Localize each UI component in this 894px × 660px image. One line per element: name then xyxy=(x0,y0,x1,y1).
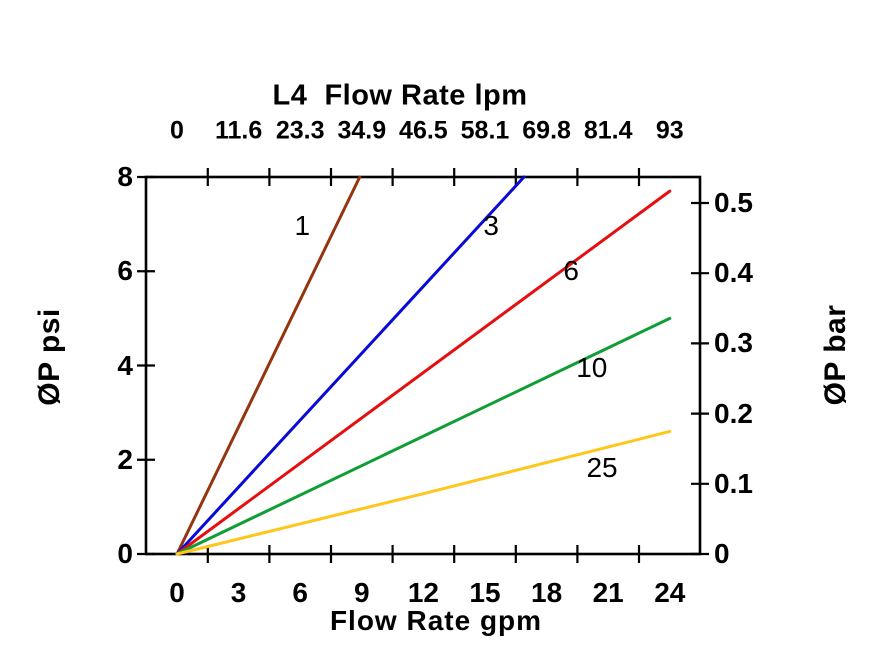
x-tick-label: 0 xyxy=(169,577,185,608)
y-right-axis-title: ØP bar xyxy=(819,304,852,406)
y-right-tick-label: 0 xyxy=(714,538,730,569)
y-right-tick-label: 0.2 xyxy=(714,397,753,429)
top-tick-label: 46.5 xyxy=(399,116,448,145)
x-tick-label: 6 xyxy=(292,577,308,608)
series-label-1: 1 xyxy=(294,210,311,242)
y-right-tick-label: 0.5 xyxy=(714,187,753,218)
y-left-axis-title: ØP psi xyxy=(33,308,66,406)
top-tick-label: 69.8 xyxy=(522,116,571,145)
y-left-tick-label: 6 xyxy=(117,255,133,287)
x-tick-label: 15 xyxy=(469,577,501,608)
series-line-1 xyxy=(175,175,362,556)
x-tick-label: 9 xyxy=(354,577,370,608)
y-left-tick-label: 4 xyxy=(117,349,133,381)
y-right-tick-label: 0.3 xyxy=(714,327,753,359)
top-tick-label: 0 xyxy=(170,116,184,145)
y-left-tick-label: 0 xyxy=(117,538,133,569)
series-line-3 xyxy=(175,175,526,556)
y-left-tick-label: 2 xyxy=(117,443,133,475)
x-tick-label: 24 xyxy=(654,577,686,608)
top-tick-label: 58.1 xyxy=(460,116,510,145)
x-tick-label: 21 xyxy=(592,577,624,608)
y-left-tick-label: 8 xyxy=(117,161,133,192)
series-line-25 xyxy=(175,429,672,556)
top-axis-title: L4 Flow Rate lpm xyxy=(272,79,528,112)
series-line-6 xyxy=(175,189,672,556)
y-right-tick-label: 0.1 xyxy=(714,467,753,499)
series-line-10 xyxy=(175,316,672,556)
top-tick-label: 23.3 xyxy=(275,116,325,145)
top-tick-label: 34.9 xyxy=(337,116,387,145)
x-tick-label: 12 xyxy=(407,577,439,608)
series-label-3: 3 xyxy=(483,210,499,242)
series-label-10: 10 xyxy=(576,351,608,383)
series-label-25: 25 xyxy=(586,451,618,483)
y-right-tick-label: 0.4 xyxy=(714,257,753,289)
x-tick-label: 3 xyxy=(230,577,247,608)
top-tick-label: 81.4 xyxy=(583,116,633,145)
x-tick-label: 18 xyxy=(531,577,563,608)
x-axis-title: Flow Rate gpm xyxy=(329,605,543,636)
top-tick-label: 11.6 xyxy=(214,116,263,145)
series-label-6: 6 xyxy=(563,255,580,287)
top-tick-label: 93 xyxy=(655,116,684,145)
